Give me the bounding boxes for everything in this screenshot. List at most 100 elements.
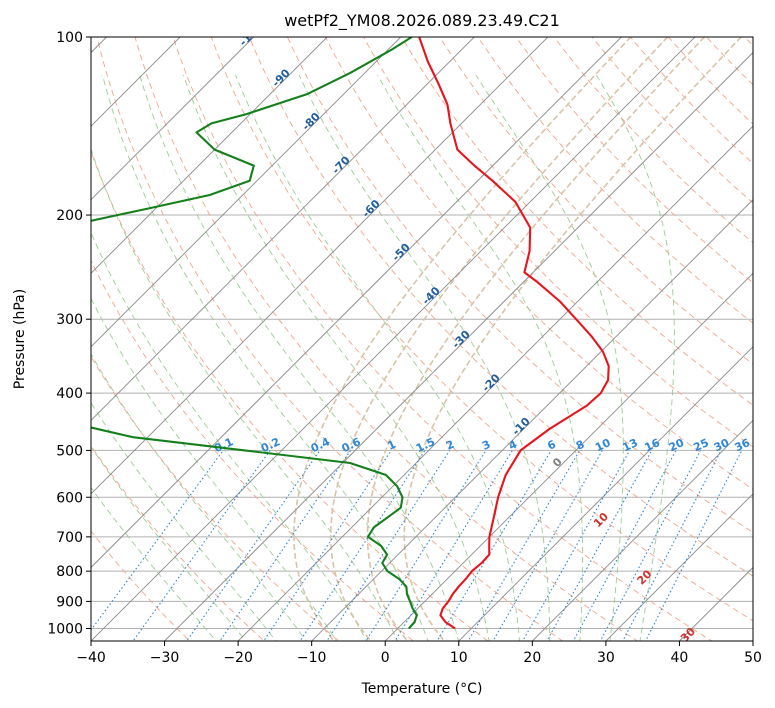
moist-adiabat — [91, 353, 307, 641]
dry-adiabats — [91, 37, 753, 641]
isotherm-label: -100 — [237, 20, 266, 49]
mixing-ratio-label: 16 — [643, 436, 663, 454]
mixing-ratio-label: 25 — [691, 436, 710, 454]
dewpoint-profile-line — [91, 37, 418, 630]
dry-adiabat — [248, 37, 753, 577]
mixing-ratio-line — [436, 450, 552, 641]
x-tick-label: 30 — [597, 650, 615, 666]
dry-adiabat — [210, 37, 753, 622]
mixing-ratio-label: 36 — [733, 436, 753, 454]
moist-adiabat — [377, 74, 584, 641]
mixing-ratio-line — [132, 450, 271, 641]
chart-title: wetPf2_YM08.2026.089.23.49.C21 — [284, 11, 560, 31]
dry-adiabat — [91, 259, 415, 641]
dry-adiabat — [91, 355, 340, 641]
moist-adiabat — [91, 231, 368, 641]
x-tick-label: 50 — [744, 650, 762, 666]
mixing-ratio-label: 30 — [712, 436, 732, 454]
x-tick-label: 20 — [523, 650, 541, 666]
isotherm-line — [311, 199, 753, 641]
isotherm-line — [91, 37, 328, 274]
plot-area: 0.10.20.40.611.52346810131620253036-100-… — [91, 20, 753, 641]
moist-adiabat — [182, 74, 490, 641]
moist-adiabat — [139, 74, 460, 641]
dry-adiabat — [363, 37, 753, 448]
mixing-ratio-line — [299, 450, 426, 641]
moist-adiabat — [475, 74, 624, 641]
moist-adiabat — [298, 74, 551, 641]
temperature-profile-line — [418, 37, 610, 630]
mixing-ratio-line — [219, 450, 352, 641]
isotherm-line — [384, 272, 753, 641]
mixing-ratio-line — [492, 450, 603, 641]
dry-adiabat — [553, 37, 753, 244]
x-tick-label: −20 — [223, 650, 253, 666]
isotherm-line — [163, 51, 753, 641]
y-tick-label: 200 — [56, 208, 83, 224]
y-axis-label: Pressure (hPa) — [12, 289, 28, 389]
y-tick-label: 500 — [56, 443, 83, 459]
x-tick-label: −30 — [150, 650, 180, 666]
moist-adiabat — [91, 147, 398, 641]
x-tick-label: 40 — [671, 650, 689, 666]
y-axis-ticks: 100 200 300 400 500 600 700 800 900 1000 — [47, 30, 91, 637]
mixing-ratio-line — [263, 450, 392, 641]
y-tick-label: 1000 — [47, 621, 83, 637]
dry-adiabat — [477, 37, 753, 324]
moist-adiabat — [91, 486, 217, 641]
isotherm-line — [237, 125, 753, 641]
sounding-series — [91, 37, 610, 630]
isotherm-line — [91, 37, 549, 495]
isotherm-line — [91, 37, 475, 421]
moist-adiabat — [235, 74, 520, 641]
isotherms — [91, 37, 753, 641]
mixing-ratio-line — [522, 450, 631, 641]
mixing-ratio-lines — [91, 450, 743, 641]
mixing-ratio-line — [467, 450, 581, 641]
mixing-ratio-label: 13 — [620, 436, 639, 454]
moist-adiabat — [102, 74, 429, 641]
isotherm-line — [91, 37, 623, 569]
x-tick-label: 0 — [381, 650, 390, 666]
x-axis-label: Temperature (°C) — [361, 681, 483, 697]
pressure-grid — [91, 37, 753, 629]
plot-frame — [90, 36, 754, 642]
dry-adiabat — [401, 37, 753, 406]
mixing-ratio-line — [546, 450, 653, 641]
y-tick-label: 400 — [56, 386, 83, 402]
moist-adiabat — [91, 446, 247, 641]
dry-adiabat — [96, 37, 564, 641]
x-tick-label: 10 — [450, 650, 468, 666]
x-axis-ticks: −40 −30 −20 −10 0 10 20 30 40 50 — [76, 641, 762, 666]
y-tick-label: 100 — [56, 30, 83, 46]
y-tick-label: 900 — [56, 594, 83, 610]
mixing-ratio-label: 20 — [667, 436, 687, 454]
dry-adiabat — [286, 37, 753, 533]
theta-e-curve — [293, 37, 632, 641]
moist-adiabat — [91, 297, 338, 641]
mixing-ratio-line — [644, 450, 743, 641]
dry-adiabat — [91, 530, 191, 641]
isotherm-line — [458, 346, 753, 641]
y-tick-label: 300 — [56, 312, 83, 328]
dry-adiabat — [325, 37, 753, 490]
x-tick-label: −40 — [76, 650, 106, 666]
isotherm-line — [91, 37, 402, 348]
moist-adiabats — [91, 74, 675, 641]
y-tick-label: 700 — [56, 530, 83, 546]
isotherm-line — [605, 493, 753, 641]
theta-e-curve — [366, 37, 706, 641]
dry-adiabat — [515, 37, 753, 284]
moist-adiabat — [91, 401, 277, 641]
isotherm-line — [531, 419, 753, 641]
y-tick-label: 800 — [56, 564, 83, 580]
isotherm-line — [91, 37, 255, 201]
x-tick-label: −10 — [297, 650, 327, 666]
dry-adiabat — [134, 37, 639, 641]
moist-adiabat — [596, 74, 675, 641]
y-tick-label: 600 — [56, 490, 83, 506]
isotherm-line — [91, 37, 696, 641]
mixing-ratio-line — [186, 450, 321, 641]
